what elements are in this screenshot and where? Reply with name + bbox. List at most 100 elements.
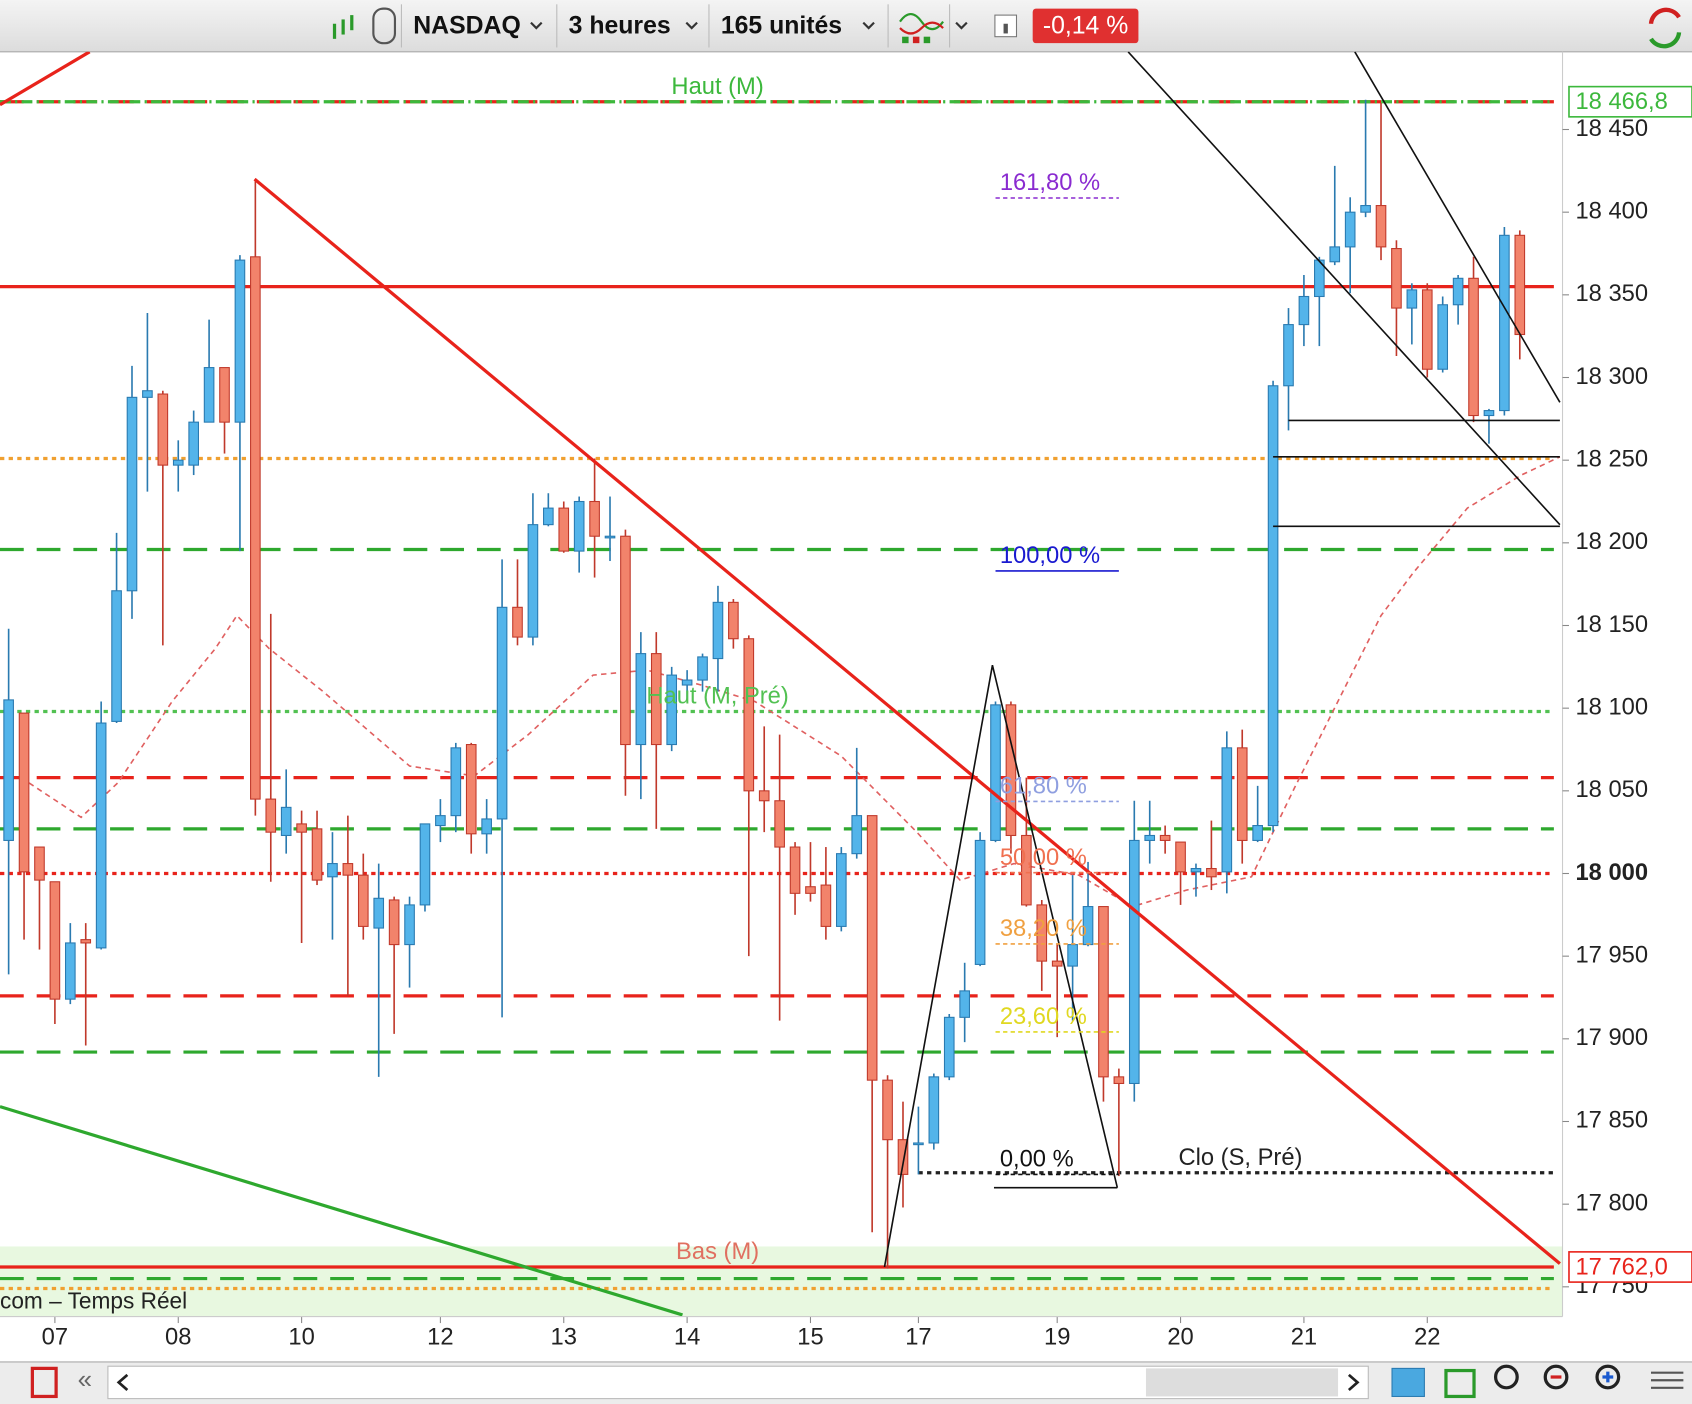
- candle-body: [589, 500, 600, 537]
- candle-body: [1514, 234, 1526, 336]
- dropdown-arrow[interactable]: [530, 21, 543, 30]
- candle-body: [1298, 295, 1310, 326]
- candle-body: [219, 367, 230, 423]
- candle-body: [265, 798, 277, 833]
- y-tick-label: 18 400: [1575, 198, 1648, 224]
- candle-body: [18, 712, 30, 873]
- candle-body: [1098, 906, 1109, 1078]
- candle-body: [388, 899, 400, 946]
- price-tag: [1568, 1251, 1692, 1283]
- y-tick-label: 18 000: [1575, 860, 1648, 886]
- scroll-thumb[interactable]: [1145, 1368, 1339, 1397]
- candle-body: [650, 653, 662, 746]
- instrument[interactable]: NASDAQ: [413, 13, 520, 40]
- candle-body: [327, 863, 338, 878]
- period[interactable]: 3 heures: [569, 13, 671, 40]
- trend-line: [883, 664, 1119, 1268]
- candle-body: [1329, 246, 1341, 263]
- level-label: Haut (M, Pré): [646, 684, 788, 710]
- candle-body: [1021, 834, 1032, 906]
- candle-body: [620, 535, 631, 746]
- fib-label: 0,00 %: [1000, 1147, 1074, 1173]
- candle-body: [820, 884, 832, 927]
- x-tick-label: 08: [165, 1324, 191, 1350]
- candle-body: [743, 638, 755, 792]
- units[interactable]: 165 unités: [721, 13, 842, 40]
- y-tick-label: 18 300: [1575, 364, 1648, 390]
- scroll-right[interactable]: [1347, 1373, 1360, 1391]
- candle-body: [1344, 211, 1356, 248]
- x-tick-label: 13: [551, 1324, 577, 1350]
- zoom-out-icon[interactable]: [1543, 1364, 1569, 1390]
- candle-body: [404, 904, 415, 946]
- calendar-icon[interactable]: [1391, 1367, 1425, 1397]
- candle-body: [3, 699, 14, 841]
- candle-body: [712, 601, 724, 660]
- candle-body: [435, 815, 446, 827]
- fib-label: 100,00 %: [1000, 543, 1100, 569]
- candle-body: [1175, 841, 1186, 873]
- x-tick-label: 14: [674, 1324, 700, 1350]
- trend-line: [0, 51, 91, 107]
- candle-body: [1499, 234, 1510, 412]
- fib-label: 161,80 %: [1000, 170, 1100, 196]
- price-tag-label: 17 762,0: [1575, 1254, 1667, 1280]
- candle-body: [512, 606, 523, 638]
- scroll-start[interactable]: «: [78, 1366, 92, 1394]
- zoom-in-icon[interactable]: [1595, 1364, 1621, 1390]
- candle-body: [250, 256, 261, 800]
- candle-body: [928, 1076, 940, 1144]
- candle-body: [1144, 834, 1156, 841]
- level-label: Clo (S, Pré): [1178, 1145, 1302, 1171]
- candle-body: [1190, 867, 1202, 873]
- x-tick-label: 20: [1167, 1324, 1193, 1350]
- y-tick-label: 17 800: [1575, 1190, 1648, 1216]
- zoom-fit-icon[interactable]: [1493, 1364, 1519, 1390]
- x-tick-label: 12: [427, 1324, 453, 1350]
- settings-icon[interactable]: [1650, 1371, 1684, 1389]
- candle-body: [1375, 205, 1387, 248]
- x-tick-label: 07: [42, 1324, 68, 1350]
- y-tick-label: 18 250: [1575, 446, 1648, 472]
- y-tick-label: 17 850: [1575, 1108, 1648, 1134]
- candle-body: [450, 747, 462, 817]
- candle-body: [527, 524, 539, 638]
- candle-body: [990, 704, 1001, 841]
- dropdown-arrow[interactable]: [862, 21, 875, 30]
- refresh-icon[interactable]: [1648, 7, 1682, 49]
- link-icon[interactable]: [372, 7, 397, 45]
- y-tick-label: 18 050: [1575, 777, 1648, 803]
- candle-body: [357, 874, 369, 927]
- candle-body: [789, 846, 801, 894]
- candle-body: [1391, 248, 1402, 309]
- candle-body: [465, 744, 477, 835]
- x-tick-label: 19: [1044, 1324, 1070, 1350]
- low-zone: [0, 1246, 1563, 1317]
- candle-body: [373, 897, 385, 929]
- candle-body: [897, 1139, 909, 1175]
- candle-body: [64, 942, 76, 1000]
- candle-body: [342, 863, 354, 876]
- scroll-left[interactable]: [116, 1373, 129, 1391]
- fib-label: 61,80 %: [1000, 774, 1087, 800]
- moving-average: [20, 456, 1561, 908]
- candle-body: [1406, 289, 1418, 309]
- candle-body: [635, 653, 647, 746]
- candle-body: [1206, 867, 1217, 878]
- tool-icon[interactable]: [30, 1366, 58, 1399]
- candle-body: [481, 818, 492, 835]
- fib-label: 50,00 %: [1000, 845, 1087, 871]
- candle-body: [1036, 904, 1048, 962]
- candle-body: [882, 1079, 893, 1141]
- candle-body: [172, 459, 184, 466]
- indicator-icon[interactable]: [899, 12, 944, 44]
- change-badge: [1032, 8, 1139, 44]
- candle-body: [1252, 825, 1263, 841]
- dropdown-arrow[interactable]: [955, 21, 968, 30]
- candle-body: [1360, 205, 1371, 213]
- dropdown-arrow[interactable]: [685, 21, 698, 30]
- candles-icon[interactable]: [332, 15, 354, 39]
- draw-icon[interactable]: [1444, 1368, 1476, 1399]
- y-tick-label: 18 200: [1575, 529, 1648, 555]
- price-tag-label: 18 466,8: [1575, 89, 1667, 115]
